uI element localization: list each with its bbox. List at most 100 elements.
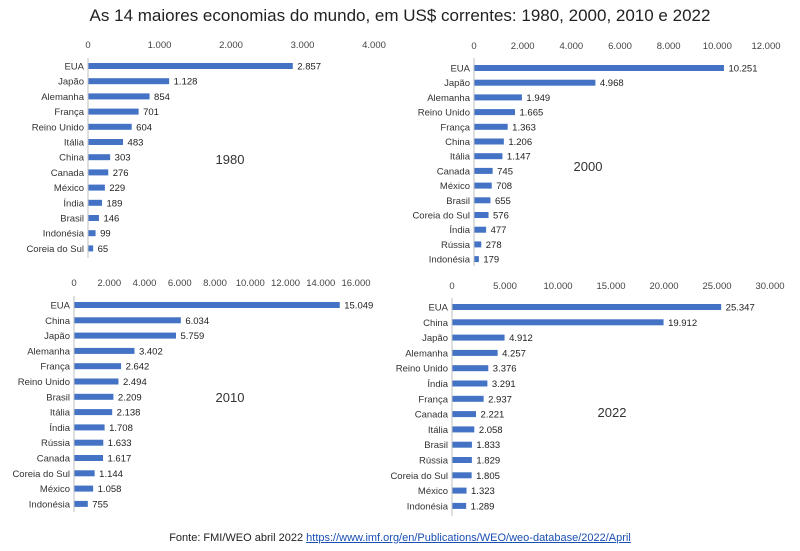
value-label: 477 <box>491 225 507 236</box>
bar <box>452 502 467 509</box>
value-label: 576 <box>493 211 509 222</box>
bar <box>88 139 124 145</box>
category-label: Alemanha <box>27 346 70 357</box>
category-label: EUA <box>50 301 70 312</box>
category-label: Itália <box>428 425 449 436</box>
value-label: 1.147 <box>507 152 531 163</box>
value-label: 5.759 <box>181 331 205 342</box>
value-label: 3.402 <box>139 346 163 357</box>
bar <box>88 108 139 115</box>
x-tick-label: 10.000 <box>543 281 572 292</box>
category-label: Reino Unido <box>18 377 70 388</box>
bar <box>74 470 95 477</box>
bar <box>474 153 503 160</box>
x-tick-label: 2.000 <box>511 41 535 52</box>
x-tick-label: 8.000 <box>203 278 227 289</box>
category-label: Reino Unido <box>418 108 470 119</box>
value-label: 1.289 <box>471 501 495 512</box>
category-label: Alemanha <box>405 348 448 359</box>
category-label: Alemanha <box>41 92 84 103</box>
category-label: Rússia <box>419 456 449 467</box>
value-label: 1.665 <box>520 108 544 119</box>
category-label: Japão <box>44 331 70 342</box>
bar <box>474 123 508 130</box>
x-tick-label: 12.000 <box>271 278 300 289</box>
value-label: 604 <box>136 122 152 133</box>
value-label: 1.633 <box>108 438 132 449</box>
bar <box>88 184 105 191</box>
category-label: Itália <box>50 408 71 419</box>
category-label: Japão <box>444 78 470 89</box>
bar <box>474 79 596 86</box>
value-label: 1.206 <box>508 137 532 148</box>
category-label: China <box>423 318 449 329</box>
category-label: EUA <box>450 64 470 75</box>
category-label: França <box>54 107 84 118</box>
value-label: 2.221 <box>481 410 505 421</box>
category-label: Coreia do Sul <box>26 244 84 255</box>
bar <box>88 245 94 252</box>
category-label: Rússia <box>441 240 471 251</box>
category-label: Índia <box>427 379 448 390</box>
value-label: 854 <box>154 92 170 103</box>
bar <box>452 349 498 356</box>
bar <box>474 109 516 116</box>
value-label: 10.251 <box>728 64 757 75</box>
category-label: Itália <box>64 138 85 149</box>
bar <box>74 332 177 339</box>
source-link[interactable]: https://www.imf.org/en/Publications/WEO/… <box>306 532 631 544</box>
category-label: México <box>54 183 84 194</box>
bar <box>74 378 119 385</box>
value-label: 2.857 <box>297 62 321 73</box>
value-label: 179 <box>483 255 499 266</box>
value-label: 99 <box>100 229 111 240</box>
category-label: França <box>40 362 70 373</box>
value-label: 2.494 <box>123 377 147 388</box>
category-label: Brasil <box>446 196 470 207</box>
x-tick-label: 0 <box>85 40 90 51</box>
category-label: Japão <box>422 333 448 344</box>
bar <box>88 154 111 161</box>
bar <box>452 304 722 310</box>
bar <box>74 455 103 461</box>
x-tick-label: 25.000 <box>702 281 731 292</box>
value-label: 1.617 <box>107 454 131 465</box>
bar <box>74 317 181 324</box>
bar <box>74 485 94 492</box>
bar <box>88 199 103 206</box>
category-label: Rússia <box>41 438 71 449</box>
x-tick-label: 14.000 <box>306 278 335 289</box>
bar <box>88 230 96 237</box>
x-tick-label: 3.000 <box>291 40 315 51</box>
bar <box>88 169 109 176</box>
x-tick-label: 20.000 <box>649 281 678 292</box>
value-label: 4.968 <box>600 78 624 89</box>
value-label: 1.833 <box>476 440 500 451</box>
x-tick-label: 1.000 <box>148 40 172 51</box>
x-tick-label: 16.000 <box>341 278 370 289</box>
bar <box>474 241 482 248</box>
x-tick-label: 8.000 <box>657 41 681 52</box>
value-label: 229 <box>109 183 125 194</box>
category-label: Itália <box>450 152 471 163</box>
value-label: 2.937 <box>488 394 512 405</box>
category-label: Reino Unido <box>32 122 84 133</box>
category-label: França <box>418 394 448 405</box>
value-label: 2.058 <box>479 425 503 436</box>
category-label: Canada <box>37 454 71 465</box>
value-label: 4.257 <box>502 348 526 359</box>
bar <box>88 93 150 100</box>
value-label: 483 <box>128 138 144 149</box>
category-label: Brasil <box>60 214 84 225</box>
bar <box>452 487 467 494</box>
value-label: 4.912 <box>509 333 533 344</box>
x-tick-label: 4.000 <box>559 41 583 52</box>
value-label: 146 <box>103 214 119 225</box>
category-label: EUA <box>428 303 448 314</box>
bar <box>474 65 724 71</box>
value-label: 2.642 <box>126 362 150 373</box>
value-label: 1.805 <box>476 471 500 482</box>
category-label: Reino Unido <box>396 364 448 375</box>
value-label: 2.138 <box>117 408 141 419</box>
